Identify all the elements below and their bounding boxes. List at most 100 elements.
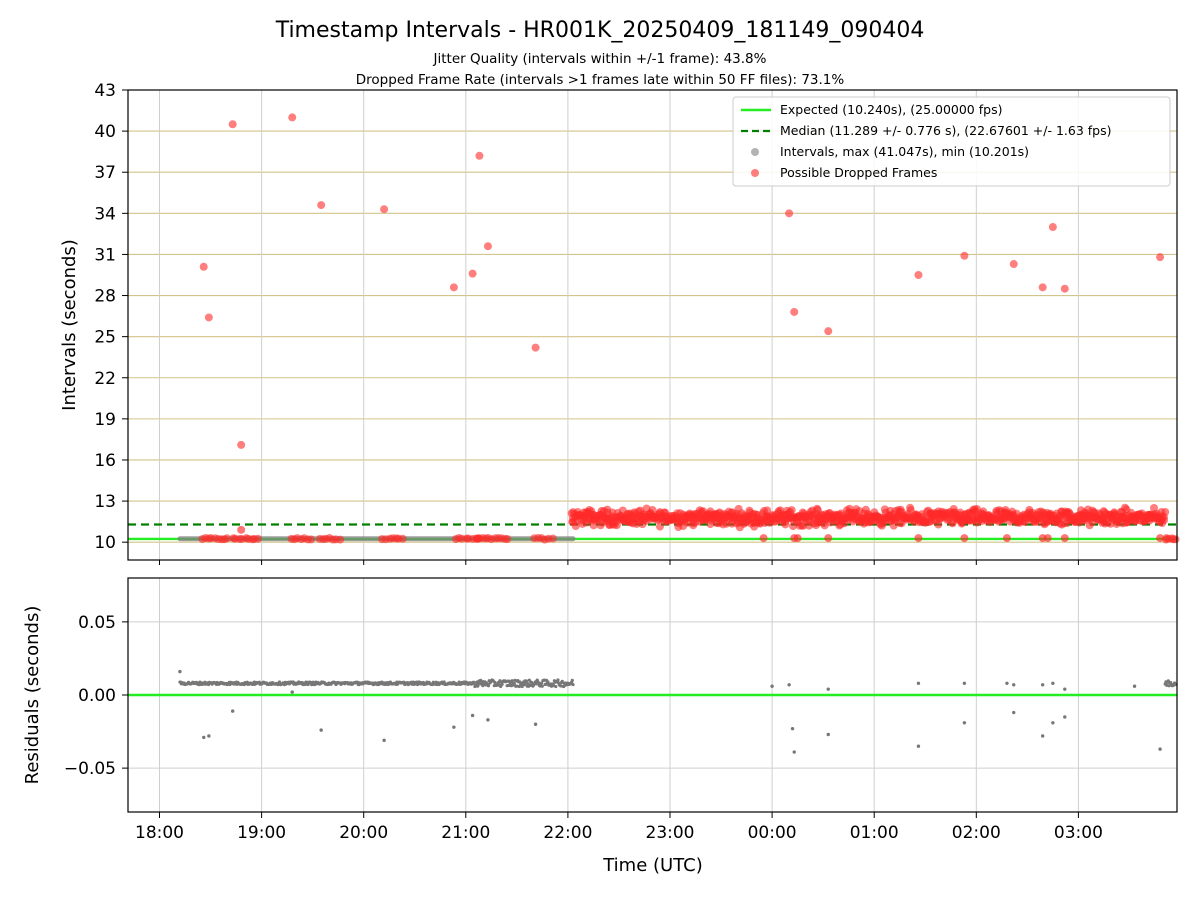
dropped-frame-point xyxy=(960,251,969,260)
dropped-frame-point xyxy=(449,283,458,292)
dropped-frame-point xyxy=(503,535,512,544)
intervals-plot-frame xyxy=(127,89,1178,561)
residual-point xyxy=(1051,721,1055,725)
dropped-frame-point xyxy=(531,343,540,352)
residual-point xyxy=(528,683,532,688)
dropped-frame-point xyxy=(793,534,802,543)
dropped-frame-point xyxy=(204,313,213,322)
residual-point xyxy=(554,684,558,689)
dropped-frame-point xyxy=(799,521,808,530)
x-tick-label: 23:00 xyxy=(646,823,695,843)
chart-title: Timestamp Intervals - HR001K_20250409_18… xyxy=(275,18,925,43)
y-tick-label: 43 xyxy=(94,81,116,101)
x-tick-label: 01:00 xyxy=(850,823,899,843)
dropped-frame-point xyxy=(237,525,246,534)
residual-point xyxy=(517,684,521,689)
dropped-frame-point xyxy=(222,534,231,543)
residual-point xyxy=(540,684,544,688)
residual-point xyxy=(770,684,774,688)
dropped-frame-point xyxy=(1009,260,1018,269)
residual-point xyxy=(1167,684,1171,688)
residual-point xyxy=(792,750,796,754)
dropped-frame-point xyxy=(483,242,492,251)
dropped-frame-point xyxy=(1060,284,1069,293)
y-tick-label: 0.00 xyxy=(78,686,116,706)
x-tick-label: 02:00 xyxy=(952,823,1001,843)
residual-point xyxy=(500,682,504,686)
dropped-frame-point xyxy=(398,534,407,543)
dropped-frame-point xyxy=(199,262,208,271)
residual-point xyxy=(1166,679,1170,683)
residual-point xyxy=(962,721,967,725)
residual-point xyxy=(533,722,538,726)
dropped-frame-point xyxy=(1160,516,1169,525)
dropped-frame-point xyxy=(475,151,484,160)
y-axis-label-residuals: Residuals (seconds) xyxy=(22,606,43,785)
residual-point xyxy=(178,669,182,674)
residual-point xyxy=(319,728,323,732)
residual-point xyxy=(290,690,294,694)
residual-point xyxy=(1051,681,1055,685)
dropped-frame-point xyxy=(824,534,833,543)
dropped-frame-point xyxy=(1043,534,1052,543)
dropped-frame-point xyxy=(1002,534,1011,543)
legend-intervals-swatch xyxy=(751,148,759,156)
dropped-frame-point xyxy=(785,209,794,218)
dropped-frame-point xyxy=(648,505,657,514)
residual-point xyxy=(512,682,516,686)
residual-point xyxy=(526,682,530,686)
residual-point xyxy=(481,684,485,688)
dropped-frame-point xyxy=(548,534,557,543)
dropped-frame-point xyxy=(1048,223,1057,232)
y-tick-label: −0.05 xyxy=(64,759,116,779)
dropped-frame-point xyxy=(1161,508,1170,517)
dropped-frame-point xyxy=(253,534,262,543)
chart-subtitle-jitter: Jitter Quality (intervals within +/-1 fr… xyxy=(433,51,767,67)
y-tick-label: 13 xyxy=(94,492,116,512)
x-tick-label: 18:00 xyxy=(135,823,184,843)
y-tick-label: 37 xyxy=(94,163,116,183)
residual-point xyxy=(826,732,830,737)
x-tick-label: 21:00 xyxy=(441,823,490,843)
dropped-frame-point xyxy=(1060,534,1069,543)
x-tick-label: 19:00 xyxy=(237,823,286,843)
x-tick-label: 00:00 xyxy=(748,823,797,843)
residual-point xyxy=(486,684,491,688)
intervals-plot: 10 13 16 19 22 25 28 31 34 37 40 43 Expected (10.240… xyxy=(94,81,1180,565)
residual-point xyxy=(207,734,211,738)
dropped-frame-point xyxy=(307,535,316,544)
legend-entry: Expected (10.240s), (25.00000 fps) xyxy=(780,102,1002,117)
dropped-frame-point xyxy=(655,522,664,531)
legend-box xyxy=(732,96,1171,187)
y-tick-label: 25 xyxy=(94,328,116,348)
residual-point xyxy=(1040,683,1045,687)
dropped-frame-point xyxy=(914,270,923,279)
dropped-frame-point xyxy=(960,534,969,543)
legend-entry: Intervals, max (41.047s), min (10.201s) xyxy=(780,144,1029,159)
residuals-plot-frame xyxy=(127,577,1178,813)
dropped-frame-point xyxy=(380,205,389,214)
residual-point xyxy=(916,744,921,748)
x-axis-label: Time (UTC) xyxy=(602,855,703,876)
dropped-frame-point xyxy=(1038,283,1047,292)
legend-dropped-swatch xyxy=(751,169,759,177)
residual-point xyxy=(1040,734,1045,738)
x-tick-label: 03:00 xyxy=(1054,823,1103,843)
dropped-frame-point xyxy=(824,327,833,336)
residual-point xyxy=(916,681,921,685)
dropped-frame-point xyxy=(288,113,297,122)
residual-point xyxy=(1063,715,1067,719)
residual-point xyxy=(470,713,475,718)
residual-point xyxy=(486,718,490,722)
residuals-plot: −0.05 0.00 0.05 18:00 19:00 20:00 21:00 22:00 23… xyxy=(64,577,1178,843)
residual-point xyxy=(202,735,206,740)
residual-point xyxy=(476,684,480,688)
y-tick-label: 16 xyxy=(94,451,116,471)
residual-point xyxy=(1012,683,1016,687)
y-tick-label: 28 xyxy=(94,287,116,307)
residual-point xyxy=(472,681,476,685)
legend: Expected (10.240s), (25.00000 fps) Median… xyxy=(732,96,1171,187)
legend-entry: Median (11.289 +/- 0.776 s), (22.67601 +… xyxy=(780,123,1111,138)
